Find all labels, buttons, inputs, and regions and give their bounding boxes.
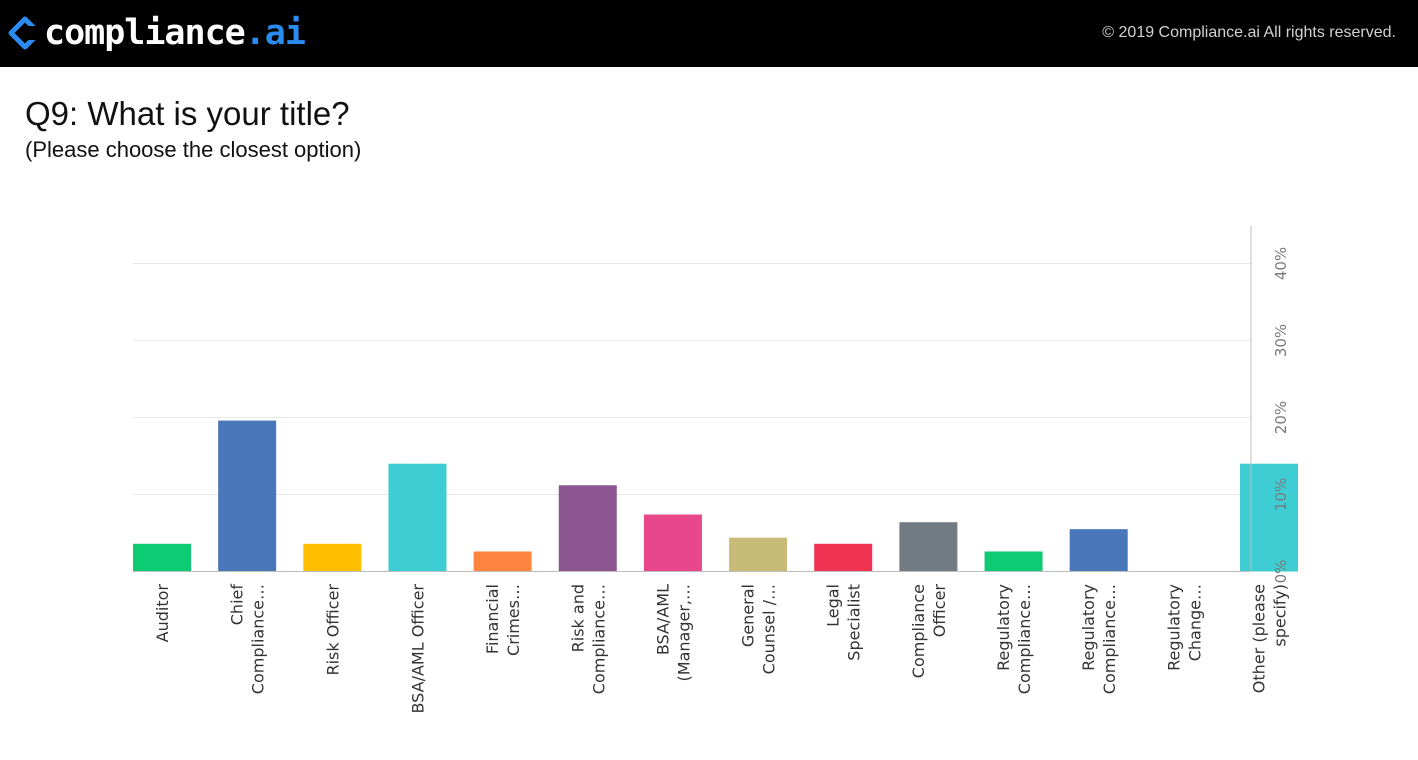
bar[interactable] <box>388 463 447 572</box>
category-label: Regulatory Compliance… <box>1079 584 1119 694</box>
bar[interactable] <box>1069 529 1128 572</box>
category-label: Risk Officer <box>323 584 342 676</box>
category-label: Other (please specify) <box>1250 584 1290 693</box>
category-label-line: Counsel /… <box>760 584 779 674</box>
copyright-notice: © 2019 Compliance.ai All rights reserved… <box>1102 24 1396 41</box>
category-label-line: Specialist <box>845 584 864 661</box>
category-label-line: Crimes… <box>504 584 523 656</box>
category-label-line: BSA/AML Officer <box>408 584 427 714</box>
category-label: General Counsel /… <box>739 584 779 674</box>
compliance-ai-logo[interactable]: compliance.ai <box>8 10 306 56</box>
category-label: Regulatory Compliance… <box>994 584 1034 694</box>
category-label: Chief Compliance… <box>228 584 268 695</box>
logo-text-main: compliance <box>44 13 246 53</box>
question-subtitle: (Please choose the closest option) <box>25 137 362 162</box>
category-label: Regulatory Change… <box>1164 584 1204 671</box>
category-label-line: Regulatory <box>1079 584 1098 671</box>
category-label-line: Change… <box>1185 584 1204 661</box>
category-label: Auditor <box>153 584 172 643</box>
y-tick-label: 10% <box>1272 478 1290 511</box>
gridlines <box>133 263 1251 495</box>
category-label: BSA/AML Officer <box>408 584 427 714</box>
category-label-line: Compliance… <box>1015 584 1034 694</box>
category-label-line: Compliance… <box>1100 584 1119 694</box>
bar[interactable] <box>473 551 532 572</box>
category-label: Risk and Compliance… <box>568 584 608 694</box>
bar[interactable] <box>814 543 873 572</box>
y-tick-label: 40% <box>1272 247 1290 280</box>
category-label: BSA/AML (Manager,… <box>653 584 693 682</box>
category-label-line: Auditor <box>153 584 172 643</box>
bar[interactable] <box>984 551 1043 572</box>
compliance-ai-chevron-icon <box>8 16 42 50</box>
y-tick-label: 30% <box>1272 324 1290 357</box>
category-label-line: BSA/AML <box>653 584 672 655</box>
bar[interactable] <box>218 420 277 572</box>
bar[interactable] <box>729 537 788 572</box>
logo-text: compliance.ai <box>44 10 306 56</box>
category-label-line: Financial <box>483 584 502 654</box>
category-label-line: Regulatory <box>1164 584 1183 671</box>
category-label-line: General <box>739 584 758 647</box>
category-label-line: Other (please <box>1250 584 1269 693</box>
bar[interactable] <box>133 543 191 572</box>
category-label-line: Chief <box>228 584 247 626</box>
category-label-line: Regulatory <box>994 584 1013 671</box>
y-tick-label: 0% <box>1272 560 1290 584</box>
category-label-line: Officer <box>930 584 949 638</box>
top-bar: compliance.ai © 2019 Compliance.ai All r… <box>0 0 1418 67</box>
category-label: Financial Crimes… <box>483 584 523 656</box>
category-label-line: (Manager,… <box>674 584 693 681</box>
category-label: Compliance Officer <box>909 584 949 679</box>
y-tick-label: 20% <box>1272 401 1290 434</box>
category-label-line: Compliance… <box>249 584 268 694</box>
bar[interactable] <box>1240 463 1298 572</box>
bar[interactable] <box>643 514 702 572</box>
bar[interactable] <box>558 485 617 572</box>
logo-text-accent: .ai <box>244 13 306 53</box>
bar[interactable] <box>899 522 958 572</box>
category-label-line: Risk Officer <box>323 584 342 676</box>
category-label-line: specify) <box>1271 584 1290 647</box>
category-label-line: Legal <box>824 584 843 627</box>
bars <box>133 420 1298 572</box>
bar[interactable] <box>303 543 362 572</box>
category-label-line: Risk and <box>568 584 587 652</box>
category-label-line: Compliance <box>909 584 928 678</box>
category-label: Legal Specialist <box>824 584 864 661</box>
question-title: Q9: What is your title? <box>25 95 350 132</box>
axes: 0% 10% 20% 30% 40% <box>133 226 1290 583</box>
category-label-line: Compliance… <box>589 584 608 694</box>
category-labels: Auditor Chief Compliance… Risk Officer BSA/A… <box>153 584 1290 714</box>
